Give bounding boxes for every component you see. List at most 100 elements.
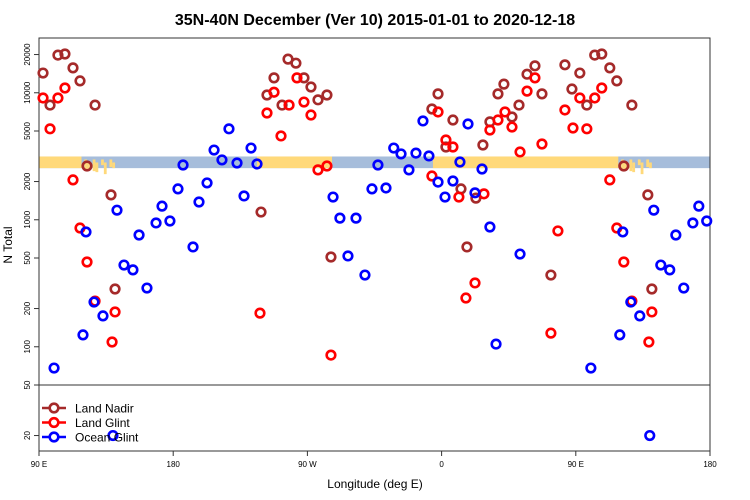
ocean-glint-point bbox=[48, 362, 60, 374]
ocean-glint-point bbox=[585, 362, 597, 374]
legend-label: Land Nadir bbox=[75, 402, 134, 416]
coast-strip bbox=[646, 159, 650, 168]
legend-marker bbox=[48, 416, 60, 429]
land-nadir-point bbox=[566, 83, 578, 95]
land-glint-point bbox=[492, 114, 504, 126]
y-tick-label: 1000 bbox=[23, 210, 32, 228]
ocean-glint-point bbox=[614, 329, 626, 341]
plot-frame bbox=[38, 37, 711, 452]
land-nadir-point bbox=[312, 94, 324, 106]
land-nadir-point bbox=[321, 89, 333, 101]
ocean-glint-point bbox=[133, 229, 145, 241]
ocean-glint-point bbox=[644, 429, 656, 442]
ocean-glint-point bbox=[403, 164, 415, 176]
ocean-glint-point bbox=[251, 158, 263, 170]
land-glint-point bbox=[283, 99, 295, 111]
land-glint-point bbox=[275, 130, 287, 142]
land-nadir-point bbox=[89, 99, 101, 111]
ocean-glint-point bbox=[359, 269, 371, 281]
land-glint-point bbox=[646, 306, 658, 318]
ocean-glint-point bbox=[327, 191, 339, 203]
land-nadir-point bbox=[59, 48, 71, 60]
land-nadir-point bbox=[52, 49, 64, 61]
land-glint-point bbox=[426, 170, 438, 182]
land-nadir-point bbox=[545, 269, 557, 281]
land-glint-point bbox=[325, 349, 337, 361]
ocean-glint-point bbox=[388, 142, 400, 154]
y-tick-label: 2000 bbox=[23, 172, 32, 190]
y-tick-label: 100 bbox=[23, 340, 32, 354]
land-glint-point bbox=[589, 92, 601, 104]
coast-strip bbox=[112, 162, 116, 169]
land-glint-point bbox=[596, 82, 608, 94]
land-strip bbox=[432, 156, 619, 169]
land-nadir-point bbox=[432, 88, 444, 100]
ocean-glint-point bbox=[216, 154, 228, 166]
ocean-glint-point bbox=[342, 250, 354, 262]
ocean-glint-point bbox=[423, 150, 435, 162]
land-nadir-point bbox=[513, 99, 525, 111]
land-nadir-point bbox=[81, 160, 93, 172]
land-nadir-point bbox=[536, 88, 548, 100]
coast-strip bbox=[109, 159, 113, 168]
land-glint-point bbox=[440, 134, 452, 146]
land-nadir-point bbox=[109, 283, 121, 295]
y-tick-label: 50 bbox=[23, 380, 32, 389]
land-nadir-point bbox=[529, 60, 541, 72]
land-nadir-point bbox=[74, 75, 86, 87]
land-glint-point bbox=[67, 174, 79, 186]
land-glint-point bbox=[106, 336, 118, 348]
ocean-glint-point bbox=[454, 156, 466, 168]
land-glint-point bbox=[268, 86, 280, 98]
legend-marker bbox=[48, 402, 60, 414]
x-axis: 90 E 180 90 W 0 90 E 180 bbox=[31, 451, 717, 469]
land-glint-point bbox=[581, 123, 593, 135]
ocean-glint-point bbox=[141, 282, 153, 294]
land-nadir-point bbox=[498, 78, 510, 90]
land-glint-point bbox=[559, 104, 571, 116]
land-glint-point bbox=[506, 121, 518, 133]
land-glint-point bbox=[59, 82, 71, 94]
land-nadir-point bbox=[477, 139, 489, 151]
y-tick-label: 20000 bbox=[23, 43, 32, 66]
ocean-glint-point bbox=[439, 191, 451, 203]
y-tick-label: 20 bbox=[23, 431, 32, 440]
land-glint-point bbox=[643, 336, 655, 348]
land-glint-point bbox=[81, 256, 93, 268]
ocean-glint-point bbox=[201, 177, 213, 189]
land-glint-point bbox=[44, 123, 56, 135]
coast-strip bbox=[623, 162, 627, 171]
plot-border bbox=[38, 37, 711, 452]
ocean-glint-point bbox=[156, 200, 168, 212]
land-nadir-point bbox=[626, 99, 638, 111]
land-nadir-point bbox=[298, 72, 310, 84]
ocean-glint-point bbox=[380, 182, 392, 194]
land-glint-point bbox=[478, 188, 490, 200]
ocean-glint-point bbox=[469, 187, 481, 199]
ocean-glint-point bbox=[245, 142, 257, 154]
land-nadir-point bbox=[276, 99, 288, 111]
x-tick-label: 90 E bbox=[568, 460, 584, 469]
land-glint-point bbox=[447, 141, 459, 153]
ocean-glint-point bbox=[432, 176, 444, 188]
x-tick-label: 180 bbox=[703, 460, 717, 469]
land-nadir-point bbox=[67, 62, 79, 74]
land-glint-point bbox=[618, 256, 630, 268]
y-tick-label: 500 bbox=[23, 251, 32, 265]
ocean-glint-point bbox=[484, 221, 496, 233]
ocean-glint-point bbox=[80, 226, 92, 238]
land-glint-point bbox=[514, 146, 526, 158]
x-tick-label: 180 bbox=[167, 460, 181, 469]
land-glint-point bbox=[37, 92, 49, 104]
land-glint-point bbox=[499, 106, 511, 118]
ocean-glint-point bbox=[238, 190, 250, 202]
ocean-glint-point bbox=[208, 144, 220, 156]
land-nadir-point bbox=[574, 67, 586, 79]
legend-label: Land Glint bbox=[75, 416, 130, 430]
ocean-glint-point bbox=[617, 226, 629, 238]
land-glint-point bbox=[552, 225, 564, 237]
legend-label: Ocean Glint bbox=[75, 431, 139, 445]
ocean-glint-point bbox=[462, 118, 474, 130]
